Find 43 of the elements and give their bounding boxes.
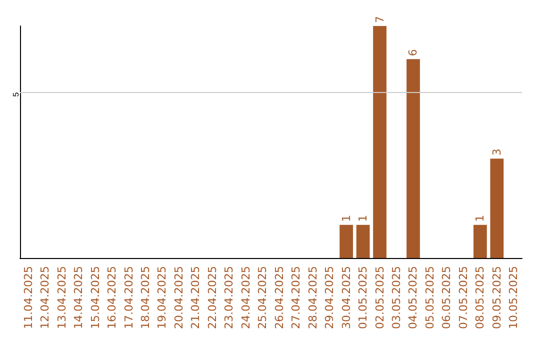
x-tick-label: 02.05.2025 xyxy=(373,266,386,330)
x-tick-label: 27.04.2025 xyxy=(290,266,303,330)
x-tick-label: 30.04.2025 xyxy=(340,266,353,330)
x-tick-label: 09.05.2025 xyxy=(490,266,504,330)
bar xyxy=(373,26,386,258)
bar xyxy=(340,224,353,258)
x-tick-label: 16.04.2025 xyxy=(106,266,119,330)
data-label: 6 xyxy=(406,49,420,56)
x-tick-label: 20.04.2025 xyxy=(172,266,186,330)
x-tick-label: 07.05.2025 xyxy=(456,266,470,330)
x-tick-label: 12.04.2025 xyxy=(38,266,52,330)
data-label: 1 xyxy=(340,214,353,222)
x-tick-label: 11.04.2025 xyxy=(22,266,35,330)
x-tick-label: 01.05.2025 xyxy=(356,266,370,330)
bar xyxy=(490,158,504,258)
x-tick-label: 19.04.2025 xyxy=(156,266,169,330)
data-label: 1 xyxy=(474,214,487,222)
x-tick-label: 10.05.2025 xyxy=(507,266,520,330)
x-tick-label: 26.04.2025 xyxy=(272,266,286,330)
x-tick-label: 24.04.2025 xyxy=(239,266,252,330)
x-tick-label: 06.05.2025 xyxy=(440,266,454,330)
data-label: 3 xyxy=(490,148,504,156)
x-tick-label: 29.04.2025 xyxy=(323,266,336,330)
x-tick-label: 25.04.2025 xyxy=(256,266,270,330)
x-tick-label: 21.04.2025 xyxy=(189,266,202,330)
data-label: 7 xyxy=(373,16,386,23)
x-tick-label: 23.04.2025 xyxy=(222,266,236,330)
x-tick-label: 05.05.2025 xyxy=(423,266,436,330)
x-tick-label: 03.05.2025 xyxy=(390,266,403,330)
x-tick-label: 08.05.2025 xyxy=(474,266,487,330)
x-tick-label: 04.05.2025 xyxy=(406,266,420,330)
x-tick-label: 14.04.2025 xyxy=(72,266,86,330)
x-tick-label: 22.04.2025 xyxy=(206,266,219,330)
x-tick-label: 28.04.2025 xyxy=(306,266,320,330)
x-tick-label: 17.04.2025 xyxy=(122,266,136,330)
x-tick-label: 18.04.2025 xyxy=(139,266,152,330)
ref-line-label: 5 xyxy=(12,92,20,97)
bar xyxy=(473,224,487,258)
x-tick-label: 15.04.2025 xyxy=(88,266,102,330)
data-label: 1 xyxy=(356,214,370,222)
bar xyxy=(406,59,420,258)
x-tick-label: 13.04.2025 xyxy=(55,266,68,330)
bar xyxy=(356,224,370,258)
